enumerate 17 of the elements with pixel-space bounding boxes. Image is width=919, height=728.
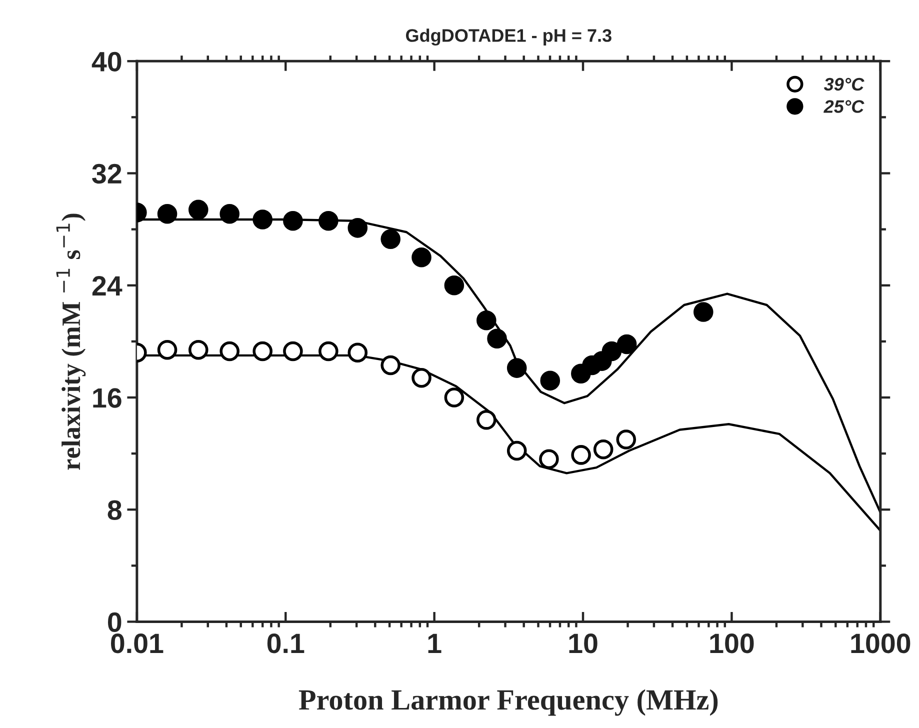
chart-title: GdgDOTADE1 - pH = 7.3 xyxy=(406,28,612,46)
y-tick-label: 32 xyxy=(92,164,122,184)
x-axis-title: Proton Larmor Frequency (MHz) xyxy=(298,689,718,716)
y-tick-label: 8 xyxy=(108,500,122,520)
x-tick-label: 10 xyxy=(569,634,598,654)
y-tick-label: 24 xyxy=(92,276,122,296)
x-tick-label: 100 xyxy=(710,634,754,654)
legend-label: 25°C xyxy=(824,100,864,113)
x-tick-label: 1000 xyxy=(851,634,910,654)
legend-label: 39°C xyxy=(824,78,864,91)
y-tick-label: 40 xyxy=(92,52,122,72)
x-tick-label: 0.01 xyxy=(111,634,164,654)
y-tick-label: 16 xyxy=(93,388,122,408)
y-axis-title: relaxivity (mM $^{−1}$ s$^{−1}$) xyxy=(56,214,86,470)
y-tick-label: 0 xyxy=(108,612,122,632)
x-tick-label: 1 xyxy=(428,634,442,653)
x-tick-label: 0.1 xyxy=(267,634,304,654)
